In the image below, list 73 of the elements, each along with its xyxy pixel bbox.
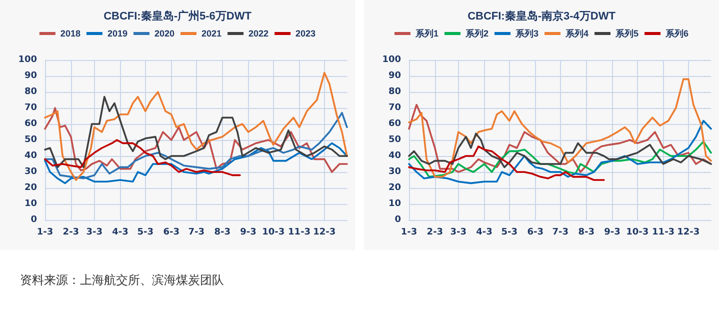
- y-tick-label: 80: [388, 87, 401, 97]
- legend-label: 系列1: [414, 28, 438, 38]
- x-tick-label: 11-3: [288, 228, 311, 238]
- y-tick-label: 100: [18, 55, 37, 65]
- x-tick-label: 9-3: [240, 228, 256, 238]
- y-tick-label: 40: [24, 151, 37, 161]
- x-tick-label: 5-3: [137, 228, 154, 238]
- legend-label: 2018: [60, 28, 80, 38]
- line-series: [44, 107, 348, 173]
- x-tick-label: 6-3: [163, 228, 180, 238]
- x-tick-label: 8-3: [578, 228, 594, 238]
- line-series: [408, 104, 712, 173]
- y-tick-label: 60: [24, 119, 37, 129]
- chart-title: CBCFI:秦皇岛-广州5-6万DWT: [104, 10, 252, 22]
- x-tick-label: 3-3: [450, 228, 466, 238]
- x-tick-label: 7-3: [188, 228, 205, 238]
- legend-label: 2020: [154, 28, 175, 38]
- line-series: [408, 132, 712, 168]
- x-tick-label: 1-3: [36, 228, 54, 238]
- x-tick-label: 6-3: [527, 228, 544, 238]
- line-series: [408, 146, 605, 181]
- y-tick-label: 100: [382, 55, 401, 65]
- legend-label: 系列5: [614, 28, 639, 38]
- chart-title: CBCFI:秦皇岛-南京3-4万DWT: [468, 10, 616, 22]
- x-tick-label: 4-3: [112, 228, 128, 238]
- line-series: [408, 120, 712, 184]
- x-tick-label: 10-3: [626, 228, 649, 238]
- line-series: [408, 140, 712, 178]
- y-tick-label: 90: [388, 71, 401, 81]
- x-tick-label: 4-3: [476, 228, 492, 238]
- x-tick-label: 3-3: [86, 228, 102, 238]
- x-tick-label: 9-3: [604, 228, 620, 238]
- y-tick-label: 20: [24, 183, 37, 193]
- line-series: [44, 139, 241, 176]
- y-tick-label: 20: [388, 183, 401, 193]
- x-tick-label: 12-3: [313, 228, 336, 238]
- y-tick-label: 50: [388, 135, 401, 145]
- y-tick-label: 40: [388, 151, 401, 161]
- line-series: [44, 96, 348, 168]
- legend-label: 系列6: [664, 28, 689, 38]
- y-tick-label: 70: [24, 103, 37, 113]
- y-tick-label: 30: [388, 167, 401, 177]
- legend-label: 系列2: [464, 28, 489, 38]
- x-tick-label: 11-3: [652, 228, 675, 238]
- x-tick-label: 7-3: [552, 228, 569, 238]
- y-tick-label: 10: [388, 199, 401, 209]
- line-series: [44, 72, 348, 181]
- y-tick-label: 50: [24, 135, 37, 145]
- y-tick-label: 10: [24, 199, 37, 209]
- y-tick-label: 70: [388, 103, 401, 113]
- legend-label: 系列3: [514, 28, 539, 38]
- x-tick-label: 1-3: [400, 228, 418, 238]
- x-tick-label: 2-3: [426, 228, 444, 238]
- legend-label: 2021: [202, 28, 222, 38]
- legend-label: 2022: [248, 28, 269, 38]
- legend-label: 系列4: [564, 28, 589, 38]
- line-series: [44, 142, 348, 184]
- x-tick-label: 8-3: [214, 228, 230, 238]
- legend-label: 2019: [107, 28, 128, 38]
- line-series: [44, 112, 348, 180]
- x-tick-label: 10-3: [262, 228, 285, 238]
- y-tick-label: 0: [394, 215, 401, 225]
- x-tick-label: 2-3: [62, 228, 80, 238]
- text: 资料来源：上海航交所、滨海煤炭团队: [20, 272, 224, 289]
- legend-label: 2023: [296, 28, 316, 38]
- y-tick-label: 0: [30, 215, 37, 225]
- y-tick-label: 90: [24, 71, 37, 81]
- x-tick-label: 12-3: [677, 228, 700, 238]
- x-tick-label: 5-3: [501, 228, 518, 238]
- y-tick-label: 80: [24, 87, 37, 97]
- y-tick-label: 30: [24, 167, 37, 177]
- line-series: [408, 78, 712, 178]
- y-tick-label: 60: [388, 119, 401, 129]
